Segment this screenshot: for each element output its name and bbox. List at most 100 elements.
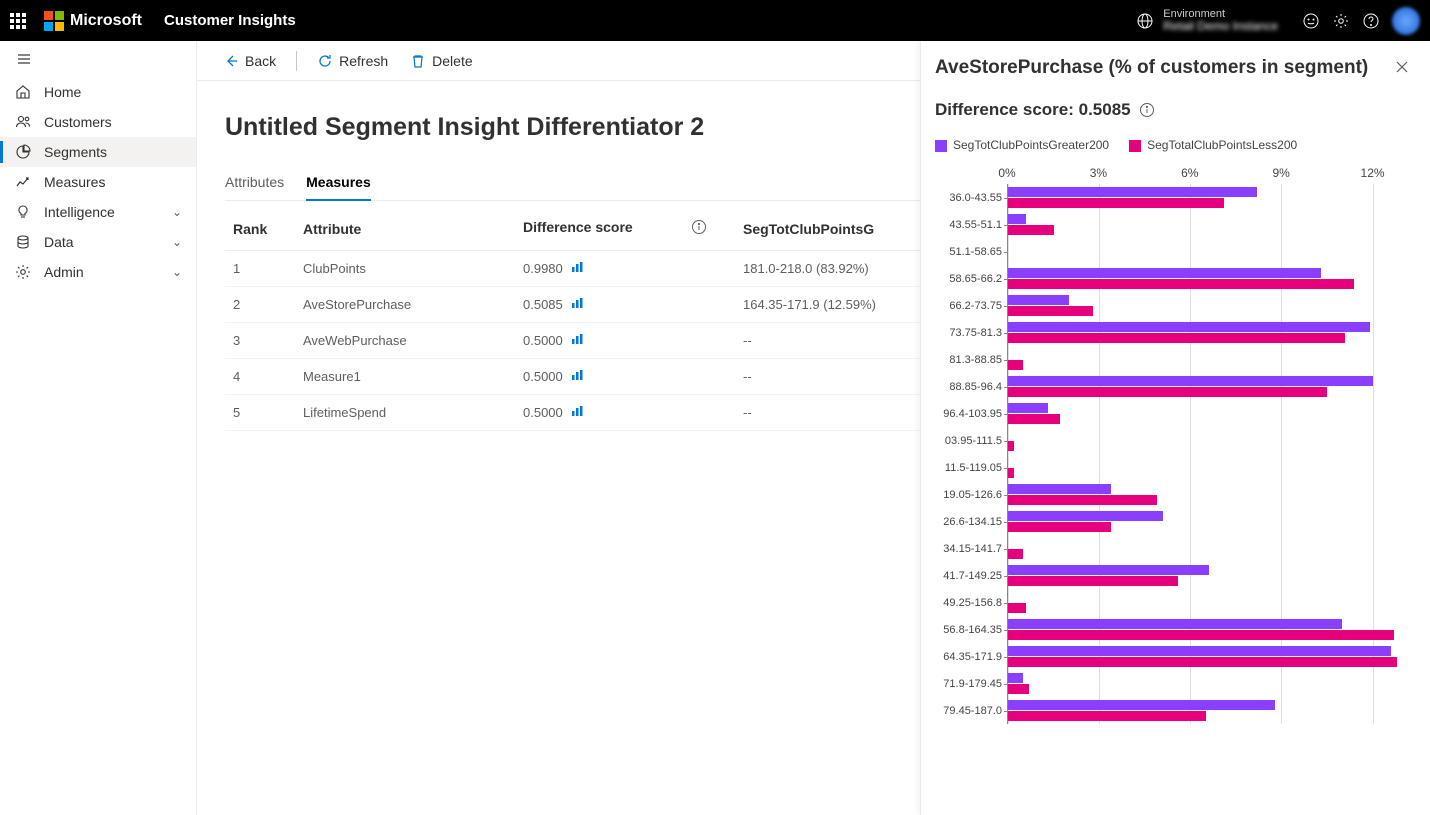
y-label: 64.35-171.9 [938, 651, 1008, 663]
delete-label: Delete [432, 53, 472, 69]
chart-row: 58.65-66.2 [1008, 265, 1403, 292]
chart-row: 81.3-88.85 [1008, 346, 1403, 373]
chevron-down-icon: ⌄ [172, 265, 182, 279]
y-label: 81.3-88.85 [938, 354, 1008, 366]
bar-series-b [1008, 495, 1157, 505]
cell-diff: 0.5085 [515, 287, 735, 323]
delete-button[interactable]: Delete [402, 49, 480, 73]
tab-attributes[interactable]: Attributes [225, 166, 284, 200]
nav-item-admin[interactable]: Admin⌄ [0, 257, 196, 287]
y-label: 96.4-103.95 [938, 408, 1008, 420]
tab-measures[interactable]: Measures [306, 166, 371, 200]
back-arrow-icon [223, 53, 239, 69]
y-label: 41.7-149.25 [938, 570, 1008, 582]
nav-item-label: Home [44, 84, 182, 100]
nav-collapse-button[interactable] [0, 41, 196, 77]
bar-series-a [1008, 673, 1023, 683]
data-icon [14, 234, 32, 250]
bar-series-a [1008, 187, 1257, 197]
nav-item-label: Customers [44, 114, 182, 130]
y-label: 58.65-66.2 [938, 273, 1008, 285]
bar-chart-icon[interactable] [571, 369, 583, 384]
y-label: 88.85-96.4 [938, 381, 1008, 393]
cell-attribute: AveWebPurchase [295, 323, 515, 359]
main-region: Back Refresh Delete Untitled Segment Ins… [197, 41, 1430, 815]
help-icon[interactable] [1356, 6, 1386, 36]
environment-picker[interactable]: Environment Retail Demo Instance [1137, 8, 1278, 33]
bar-series-a [1008, 565, 1209, 575]
refresh-label: Refresh [339, 53, 388, 69]
bar-series-a [1008, 322, 1370, 332]
trash-icon [410, 53, 426, 69]
th-rank[interactable]: Rank [225, 207, 295, 251]
bar-series-a [1008, 646, 1391, 656]
cell-attribute: LifetimeSpend [295, 395, 515, 431]
bar-chart-icon[interactable] [571, 261, 583, 276]
bar-series-b [1008, 360, 1023, 370]
home-icon [14, 84, 32, 100]
globe-icon [1137, 13, 1153, 29]
bar-series-b [1008, 576, 1178, 586]
segments-icon [14, 144, 32, 160]
chart-row: 26.6-134.15 [1008, 508, 1403, 535]
nav-item-label: Admin [44, 264, 172, 280]
bar-series-a [1008, 214, 1026, 224]
y-label: 51.1-58.65 [938, 246, 1008, 258]
nav-item-measures[interactable]: Measures [0, 167, 196, 197]
nav-item-customers[interactable]: Customers [0, 107, 196, 137]
y-label: 66.2-73.75 [938, 300, 1008, 312]
y-label: 71.9-179.45 [938, 678, 1008, 690]
user-avatar[interactable] [1392, 7, 1420, 35]
distribution-chart: 0%3%6%9%12% 36.0-43.5543.55-51.151.1-58.… [935, 166, 1416, 724]
app-launcher-icon[interactable] [10, 13, 26, 29]
bar-chart-icon[interactable] [571, 297, 583, 312]
bar-series-b [1008, 468, 1014, 478]
info-icon[interactable] [1139, 102, 1155, 118]
back-label: Back [245, 53, 276, 69]
close-icon [1394, 59, 1410, 75]
nav-item-home[interactable]: Home [0, 77, 196, 107]
cell-attribute: AveStorePurchase [295, 287, 515, 323]
y-label: 11.5-119.05 [938, 462, 1008, 474]
details-panel: AveStorePurchase (% of customers in segm… [920, 41, 1430, 815]
chart-row: 66.2-73.75 [1008, 292, 1403, 319]
panel-close-button[interactable] [1388, 57, 1416, 82]
bar-series-a [1008, 268, 1321, 278]
cell-diff: 0.5000 [515, 359, 735, 395]
back-button[interactable]: Back [215, 49, 284, 73]
settings-icon[interactable] [1326, 6, 1356, 36]
bar-series-a [1008, 511, 1163, 521]
th-attribute[interactable]: Attribute [295, 207, 515, 251]
cell-diff: 0.9980 [515, 251, 735, 287]
th-diff[interactable]: Difference score [515, 207, 735, 251]
bar-series-b [1008, 225, 1054, 235]
feedback-icon[interactable] [1296, 6, 1326, 36]
y-label: 79.45-187.0 [938, 705, 1008, 717]
x-axis: 0%3%6%9%12% [1007, 166, 1403, 184]
chart-row: 19.05-126.6 [1008, 481, 1403, 508]
nav-item-segments[interactable]: Segments [0, 137, 196, 167]
nav-item-label: Data [44, 234, 172, 250]
chart-row: 41.7-149.25 [1008, 562, 1403, 589]
bar-chart-icon[interactable] [571, 333, 583, 348]
refresh-button[interactable]: Refresh [309, 49, 396, 73]
y-label: 34.15-141.7 [938, 543, 1008, 555]
nav-item-intelligence[interactable]: Intelligence⌄ [0, 197, 196, 227]
nav-item-data[interactable]: Data⌄ [0, 227, 196, 257]
panel-title: AveStorePurchase (% of customers in segm… [935, 57, 1388, 79]
bar-series-b [1008, 630, 1394, 640]
bar-chart-icon[interactable] [571, 405, 583, 420]
gear-icon [14, 264, 32, 280]
command-separator [296, 51, 297, 71]
cell-rank: 5 [225, 395, 295, 431]
bar-series-a [1008, 403, 1048, 413]
bar-series-a [1008, 484, 1111, 494]
bar-series-b [1008, 711, 1206, 721]
chevron-down-icon: ⌄ [172, 235, 182, 249]
customers-icon [14, 114, 32, 130]
chart-plot: 36.0-43.5543.55-51.151.1-58.6558.65-66.2… [1007, 184, 1403, 724]
info-icon[interactable] [691, 219, 707, 238]
y-label: 56.8-164.35 [938, 624, 1008, 636]
product-name: Customer Insights [164, 12, 296, 29]
cell-attribute: ClubPoints [295, 251, 515, 287]
